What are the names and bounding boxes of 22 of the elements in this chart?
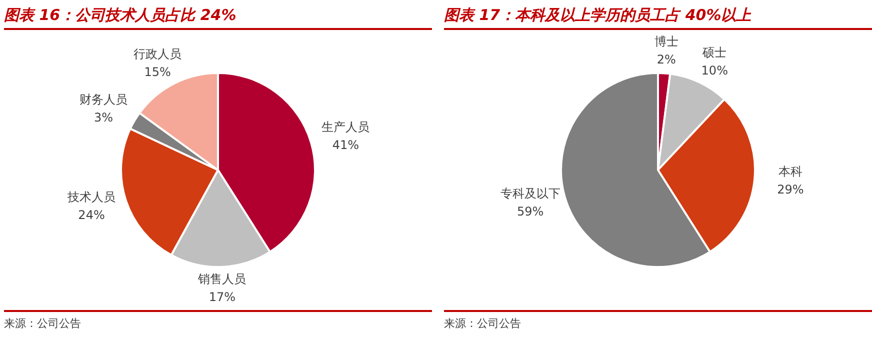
slice-label: 专科及以下 — [500, 186, 560, 200]
chart-title: 图表 16：公司技术人员占比 24% — [4, 2, 432, 30]
slice-label: 博士 — [654, 34, 678, 48]
data-label: 59% — [516, 204, 544, 218]
source-note: 来源：公司公告 — [4, 316, 82, 331]
slice-label: 财务人员 — [80, 92, 128, 107]
slice-label: 硕士 — [702, 45, 727, 60]
slice-label: 销售人员 — [197, 272, 246, 286]
chart-title: 图表 17：本科及以上学历的员工占 40%以上 — [444, 2, 872, 30]
slice-label: 技术人员 — [66, 190, 116, 204]
slice-label: 生产人员 — [322, 120, 370, 134]
data-label: 3% — [94, 110, 114, 125]
data-label: 41% — [332, 138, 360, 152]
data-label: 24% — [78, 208, 105, 222]
data-label: 2% — [656, 52, 676, 66]
data-label: 10% — [701, 63, 728, 78]
slice-label: 本科 — [778, 164, 802, 178]
data-label: 17% — [208, 290, 236, 304]
slice-label: 行政人员 — [134, 47, 182, 62]
source-note: 来源：公司公告 — [444, 316, 522, 331]
data-label: 15% — [144, 65, 171, 80]
data-label: 29% — [777, 182, 804, 196]
